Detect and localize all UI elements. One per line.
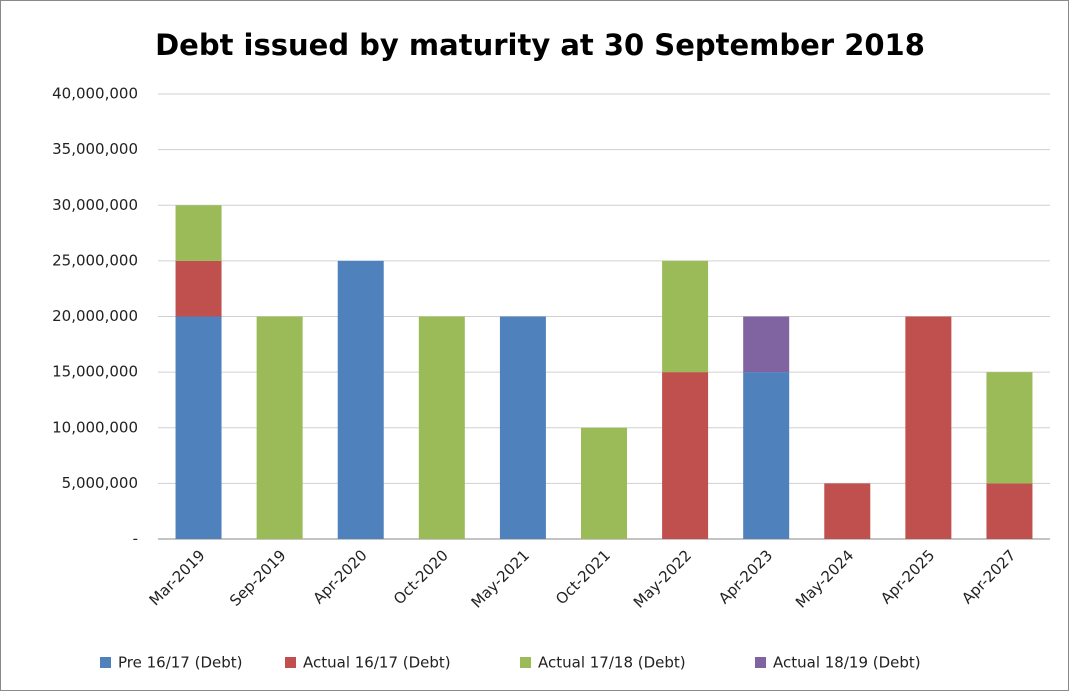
bar-segment [662, 372, 709, 539]
bar-segment [743, 316, 790, 373]
bar-segment [743, 372, 790, 539]
bar-segment [986, 372, 1033, 484]
bar-segment [175, 260, 222, 317]
y-tick-label: 35,000,000 [52, 140, 138, 158]
bar-segment [581, 427, 627, 539]
bar-segment [986, 483, 1033, 539]
bar-segment [499, 316, 546, 539]
legend-label: Actual 18/19 (Debt) [773, 654, 921, 672]
y-tick-label: 40,000,000 [52, 85, 138, 103]
legend-swatch [520, 657, 531, 668]
y-tick-label: 30,000,000 [52, 196, 138, 214]
bar-segment [337, 260, 384, 539]
y-tick-label: 10,000,000 [52, 418, 138, 436]
chart-title: Debt issued by maturity at 30 September … [155, 28, 925, 62]
legend-swatch [285, 657, 296, 668]
legend-label: Actual 16/17 (Debt) [303, 654, 451, 672]
bar-segment [418, 316, 465, 539]
bar-segment [175, 316, 222, 539]
legend-swatch [755, 657, 766, 668]
y-tick-label: 20,000,000 [52, 307, 138, 325]
y-tick-label: 5,000,000 [62, 474, 138, 492]
bar-segment [905, 316, 952, 539]
bar-segment [824, 483, 871, 539]
y-tick-label: - [133, 530, 138, 548]
bar-segment [662, 260, 709, 373]
legend-swatch [100, 657, 111, 668]
legend-label: Pre 16/17 (Debt) [118, 654, 243, 672]
bar-segment [256, 316, 303, 539]
bar-segment [175, 205, 222, 261]
y-tick-label: 15,000,000 [52, 363, 138, 381]
y-tick-label: 25,000,000 [52, 251, 138, 269]
legend-label: Actual 17/18 (Debt) [538, 654, 686, 672]
